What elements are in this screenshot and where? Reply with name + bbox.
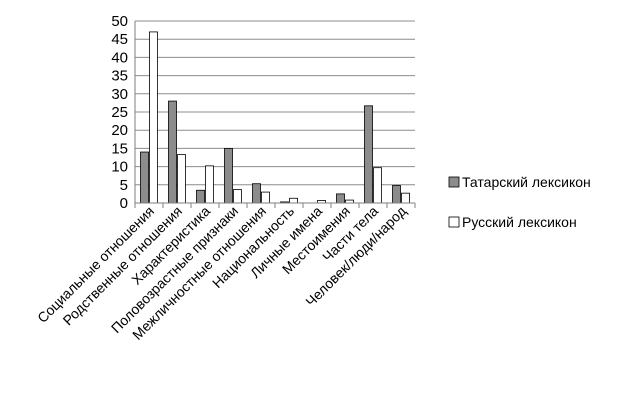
bar-series2-5: [261, 191, 270, 204]
bar-series2-3: [205, 165, 214, 204]
bar-series1-3: [196, 189, 205, 204]
bar-series2-10: [401, 192, 410, 204]
legend-label-1: Татарский лексикон: [462, 174, 591, 190]
y-tick-label: 0: [120, 195, 128, 212]
gridlines: [135, 20, 415, 186]
bar-series2-9: [373, 167, 382, 204]
legend-swatch-1: [448, 176, 460, 188]
axes: [134, 21, 416, 208]
y-tick-label: 50: [111, 13, 128, 30]
y-tick-label: 15: [111, 140, 128, 157]
bar-series1-5: [252, 183, 261, 204]
y-tick-label: 40: [111, 49, 128, 66]
bar-series1-4: [224, 147, 233, 204]
y-tick-label: 30: [111, 86, 128, 103]
y-tick-label: 45: [111, 31, 128, 48]
bars: [140, 31, 410, 204]
bar-series1-2: [168, 100, 177, 204]
bar-series1-10: [392, 185, 401, 204]
bar-series2-2: [177, 154, 186, 204]
y-tick-label: 10: [111, 159, 128, 176]
y-tick-label: 20: [111, 122, 128, 139]
bar-series2-6: [289, 197, 298, 204]
legend-swatch-2: [448, 216, 460, 228]
bar-series1-8: [336, 193, 345, 204]
legend: Татарский лексикон Русский лексикон: [448, 174, 591, 230]
bar-series2-4: [233, 189, 242, 204]
bar-series1-9: [364, 105, 373, 204]
y-tick-label: 5: [120, 177, 128, 194]
y-tick-label: 25: [111, 104, 128, 121]
bar-series1-1: [140, 151, 149, 204]
y-tick-label: 35: [111, 68, 128, 85]
bar-series2-1: [149, 31, 158, 204]
legend-label-2: Русский лексикон: [462, 214, 577, 230]
